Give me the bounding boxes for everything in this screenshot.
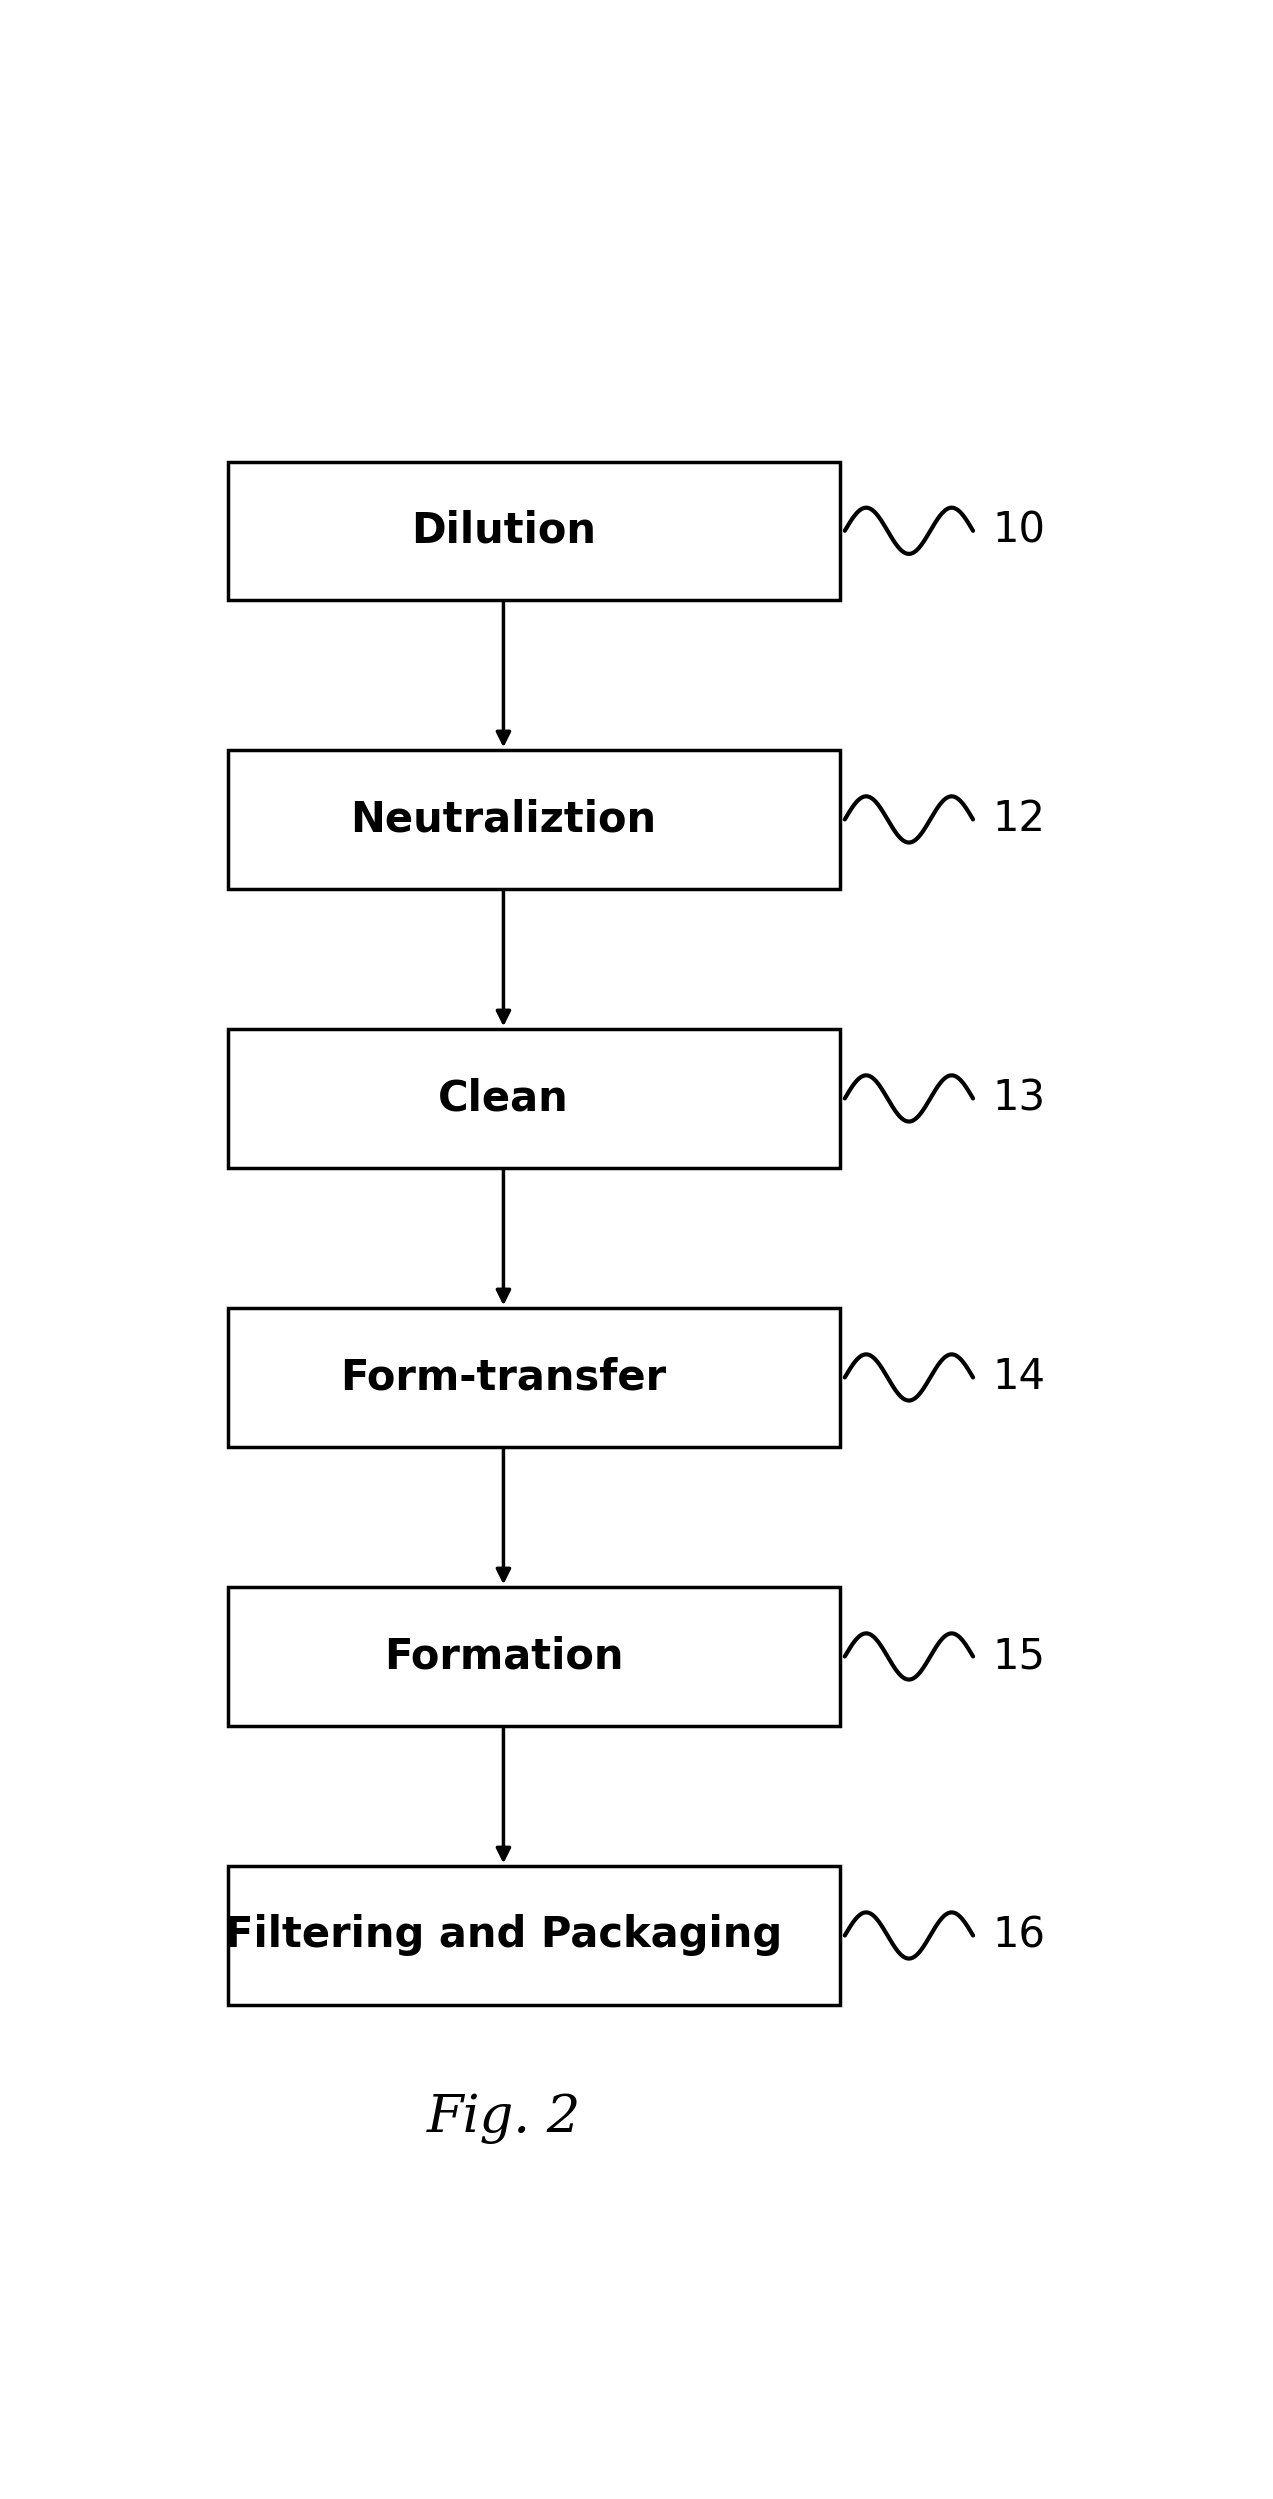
Text: 16: 16 <box>993 1914 1046 1957</box>
Text: 13: 13 <box>993 1077 1046 1120</box>
Text: 12: 12 <box>993 797 1045 840</box>
Bar <box>228 1587 840 1727</box>
Text: Filtering and Packaging: Filtering and Packaging <box>225 1914 782 1957</box>
Text: Formation: Formation <box>383 1634 624 1677</box>
Bar <box>228 1030 840 1167</box>
Text: Dilution: Dilution <box>411 510 596 552</box>
Bar <box>228 1867 840 2004</box>
Text: 14: 14 <box>993 1357 1046 1399</box>
Bar <box>228 462 840 600</box>
Bar <box>228 750 840 890</box>
Text: Fig. 2: Fig. 2 <box>426 2092 580 2144</box>
Text: Form-transfer: Form-transfer <box>340 1357 667 1399</box>
Bar <box>228 1307 840 1447</box>
Text: Clean: Clean <box>438 1077 569 1120</box>
Text: 15: 15 <box>993 1634 1046 1677</box>
Text: Neutraliztion: Neutraliztion <box>350 797 657 840</box>
Text: 10: 10 <box>993 510 1046 552</box>
